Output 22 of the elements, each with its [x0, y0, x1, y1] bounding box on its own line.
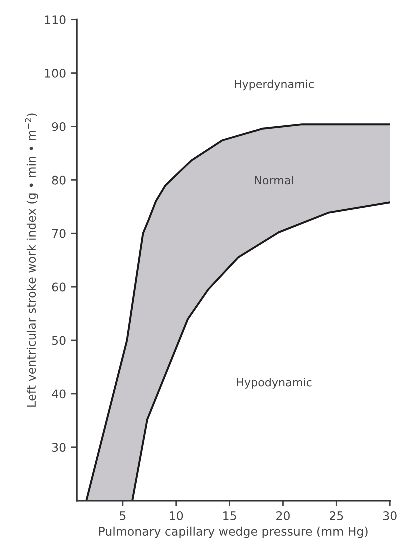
x-axis-title: Pulmonary capillary wedge pressure (mm Hg)	[99, 526, 368, 538]
annotation: Hypodynamic	[237, 378, 312, 389]
y-tick-label: 100	[45, 69, 66, 78]
annotation: Normal	[255, 176, 294, 185]
y-tick-label: 70	[52, 229, 66, 238]
x-tick-label: 25	[330, 511, 344, 520]
line-series	[86, 124, 390, 501]
y-tick-label: 80	[52, 176, 66, 185]
y-tick-label: 60	[52, 282, 66, 292]
y-tick-label: 40	[52, 390, 66, 399]
line-series	[132, 202, 390, 501]
x-tick-label: 20	[276, 511, 290, 520]
y-tick-label: 30	[52, 443, 66, 452]
x-tick-label: 15	[224, 512, 236, 520]
y-tick-label: 50	[52, 336, 66, 346]
y-tick-label: 90	[52, 122, 66, 132]
y-axis-title: Left ventricular stroke work index (g • min • m$^{−2}$)	[25, 114, 38, 407]
x-tick-label: 5	[120, 512, 126, 520]
y-tick-label: 110	[45, 16, 66, 24]
annotation: Hyperdynamic	[234, 80, 314, 91]
x-tick-label: 10	[170, 511, 184, 520]
x-tick-label: 30	[383, 511, 397, 520]
